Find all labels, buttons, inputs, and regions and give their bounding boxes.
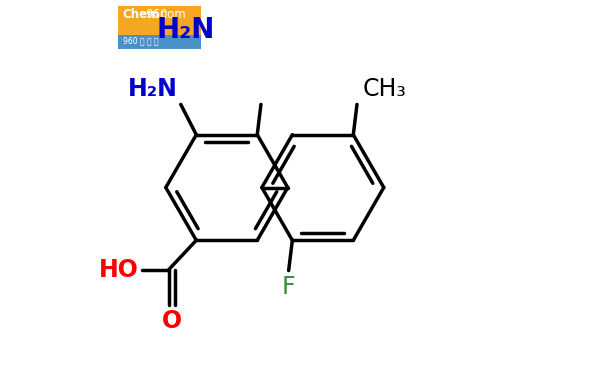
FancyBboxPatch shape (118, 6, 201, 49)
Text: F: F (282, 275, 295, 299)
Text: H₂N: H₂N (128, 78, 178, 102)
Text: CH₃: CH₃ (362, 78, 407, 102)
Text: H₂N: H₂N (157, 16, 215, 44)
Text: O: O (162, 309, 182, 333)
Text: 960: 960 (145, 8, 168, 21)
Text: HO: HO (99, 258, 139, 282)
Text: 960 化 工 网: 960 化 工 网 (123, 36, 159, 45)
FancyBboxPatch shape (118, 35, 201, 49)
Text: Chem: Chem (122, 8, 160, 21)
Text: .com: .com (158, 8, 186, 21)
